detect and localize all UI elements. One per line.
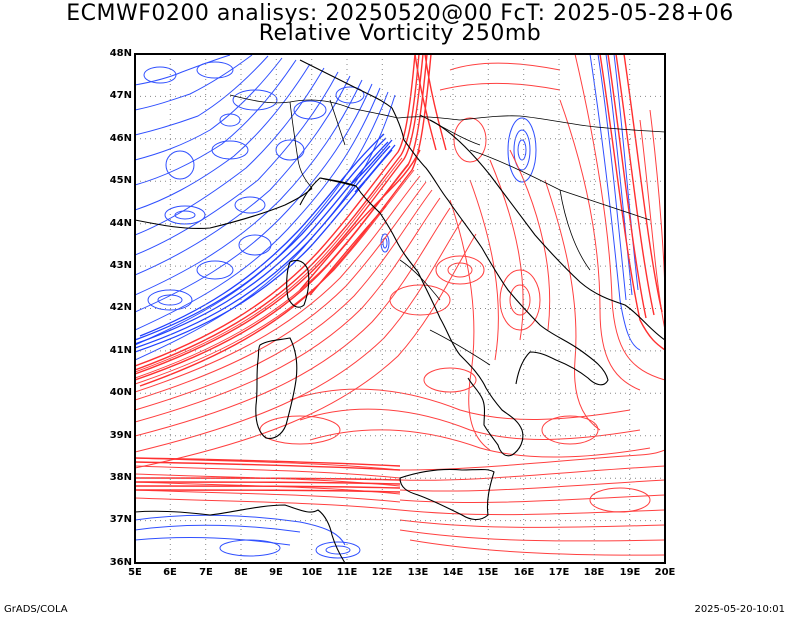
north-africa-coastline [135,504,346,563]
lon-tick-label: 11E [336,567,358,578]
sardinia-coastline [255,337,298,439]
lat-tick-label: 44N [109,218,132,229]
lat-tick-label: 43N [109,260,132,271]
lat-tick-label: 38N [109,472,132,483]
coastlines [135,59,665,563]
lat-tick-label: 36N [109,557,132,568]
lon-tick-label: 20E [654,567,676,578]
map-title: ECMWF0200 analisys: 20250520@00 FcT: 202… [66,1,734,26]
lon-tick-label: 18E [583,567,605,578]
lat-tick-label: 41N [109,345,132,356]
lat-tick-label: 37N [109,514,132,525]
lon-tick-label: 16E [513,567,535,578]
lon-tick-label: 13E [407,567,429,578]
lat-tick-label: 45N [109,175,132,186]
lat-tick-label: 46N [109,133,132,144]
lon-tick-label: 9E [269,567,283,578]
lon-tick-label: 19E [619,567,641,578]
positive-vorticity-jet-band [135,54,665,493]
country-borders [229,94,665,366]
lat-tick-label: 40N [109,387,132,398]
italy-east-coast [403,139,609,386]
france-coastline [135,187,313,229]
lat-tick-label: 42N [109,302,132,313]
sicily-coastline [399,468,495,521]
lon-tick-label: 12E [371,567,393,578]
software-credit: GrADS/COLA [4,604,68,615]
corsica-coastline [286,259,310,308]
lon-tick-label: 10E [301,567,323,578]
negative-vorticity-band [135,133,396,353]
lon-tick-label: 6E [163,567,177,578]
lon-tick-label: 7E [199,567,213,578]
lon-tick-label: 8E [234,567,248,578]
map-subtitle: Relative Vorticity 250mb [258,21,542,46]
balkan-coastline [429,119,665,341]
lon-tick-label: 14E [442,567,464,578]
negative-vorticity-spots [135,54,641,559]
lat-tick-label: 48N [109,48,132,59]
lat-tick-label: 39N [109,430,132,441]
contour-field [135,54,665,559]
plot-frame [134,53,666,564]
lat-tick-label: 47N [109,90,132,101]
lon-tick-label: 5E [128,567,142,578]
lon-tick-label: 15E [477,567,499,578]
italy-coastline [319,177,524,457]
lon-tick-label: 17E [548,567,570,578]
render-timestamp: 2025-05-20-10:01 [694,604,785,615]
